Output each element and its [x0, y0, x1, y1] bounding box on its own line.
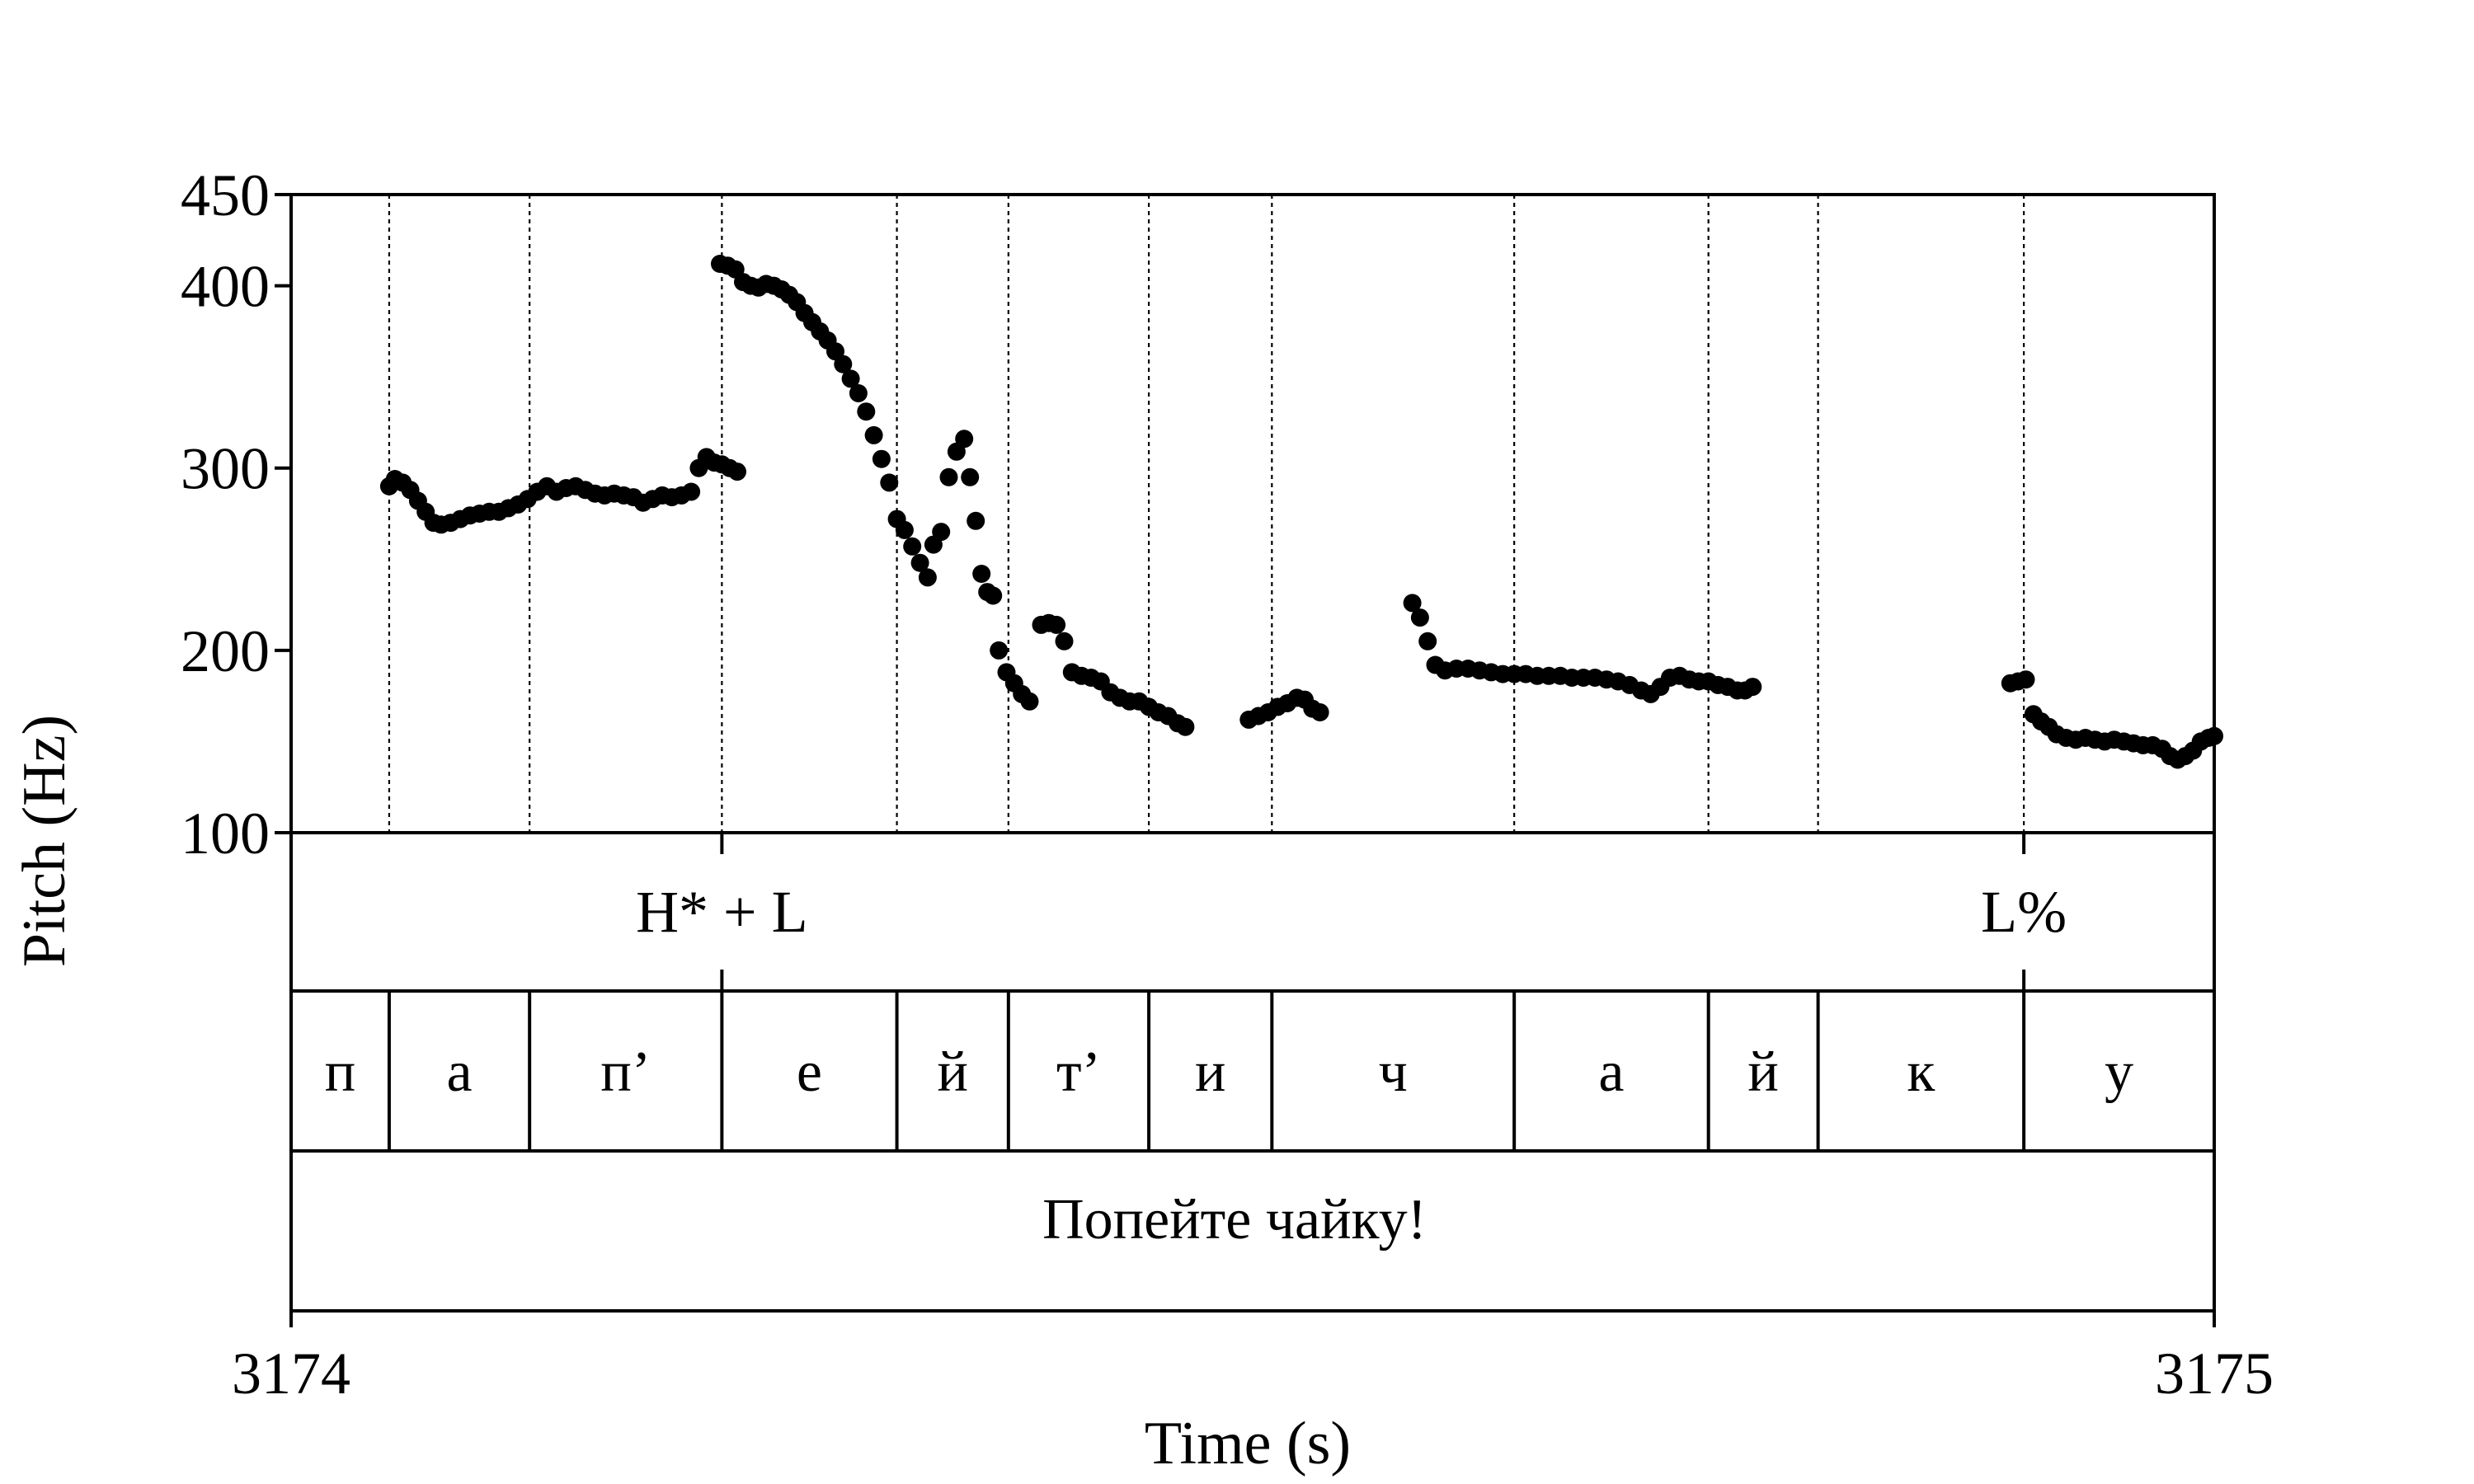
pitch-point — [961, 467, 980, 486]
pitch-points — [379, 255, 2223, 769]
pitch-point — [984, 586, 1003, 605]
tone-label: H* + L — [636, 879, 808, 945]
pitch-point — [1418, 632, 1437, 650]
pitch-point — [728, 463, 746, 481]
y-tick-label: 200 — [181, 618, 270, 684]
pitch-point — [1743, 678, 1762, 697]
pitch-point — [1410, 608, 1429, 627]
y-tick-label: 100 — [181, 801, 270, 866]
segment-label: а — [447, 1040, 473, 1104]
y-axis-label: Pitch (Hz) — [11, 715, 78, 967]
pitch-point — [682, 482, 701, 501]
pitch-point — [1055, 632, 1074, 650]
pitch-point — [990, 641, 1009, 660]
pitch-point — [939, 467, 958, 486]
segment-label: п — [325, 1040, 355, 1104]
segment-label: а — [1598, 1040, 1624, 1104]
pitch-point — [932, 523, 951, 542]
x-axis-label: Time (s) — [1145, 1410, 1351, 1477]
y-tick-label: 400 — [181, 254, 270, 320]
pitch-point — [880, 473, 899, 492]
pitch-point — [849, 384, 868, 402]
segment-label: у — [2105, 1040, 2133, 1104]
segment-label: к — [1907, 1040, 1935, 1104]
pitch-point — [1176, 717, 1195, 736]
pitch-point — [910, 553, 929, 572]
tones-tier: H* + L L% — [636, 833, 2067, 991]
plot-frame — [289, 193, 2216, 1313]
segment-label: й — [937, 1040, 967, 1104]
x-axis-ticks: 3174 3175 — [232, 1311, 2274, 1407]
segment-boundary-lines — [388, 195, 2025, 833]
segment-label: п’ — [600, 1040, 651, 1104]
pitch-point — [1403, 594, 1422, 613]
tone-label: L% — [1981, 879, 2067, 945]
pitch-point — [857, 402, 876, 421]
pitch-point — [967, 511, 985, 530]
pitch-point — [955, 430, 974, 448]
pitch-point — [918, 568, 937, 587]
segment-label: й — [1747, 1040, 1778, 1104]
pitch-point — [1020, 692, 1039, 711]
pitch-point — [872, 449, 891, 468]
pitch-point — [1310, 703, 1329, 721]
x-tick-label: 3175 — [2155, 1341, 2274, 1407]
pitch-point — [903, 537, 922, 556]
utterance-label: Попейте чайку! — [1042, 1188, 1427, 1252]
frame-rect — [289, 193, 2216, 1313]
pitch-point — [2016, 670, 2035, 689]
segment-label: т’ — [1056, 1040, 1101, 1104]
pitch-point — [1047, 615, 1066, 634]
segment-label: ч — [1379, 1040, 1408, 1104]
y-axis-ticks: 100 200 300 400 450 — [181, 162, 291, 866]
pitch-point — [864, 425, 883, 444]
segment-label: и — [1195, 1040, 1225, 1104]
pitch-point — [972, 565, 991, 583]
segment-label: е — [797, 1040, 822, 1104]
x-tick-label: 3174 — [232, 1341, 350, 1407]
segments-tier: п а п’ е й т’ и ч а й к у — [325, 991, 2133, 1151]
y-tick-label: 300 — [181, 436, 270, 502]
pitch-point — [834, 355, 853, 373]
pitch-point — [895, 520, 914, 539]
pitch-point — [841, 369, 860, 388]
y-tick-label: 450 — [181, 162, 270, 228]
